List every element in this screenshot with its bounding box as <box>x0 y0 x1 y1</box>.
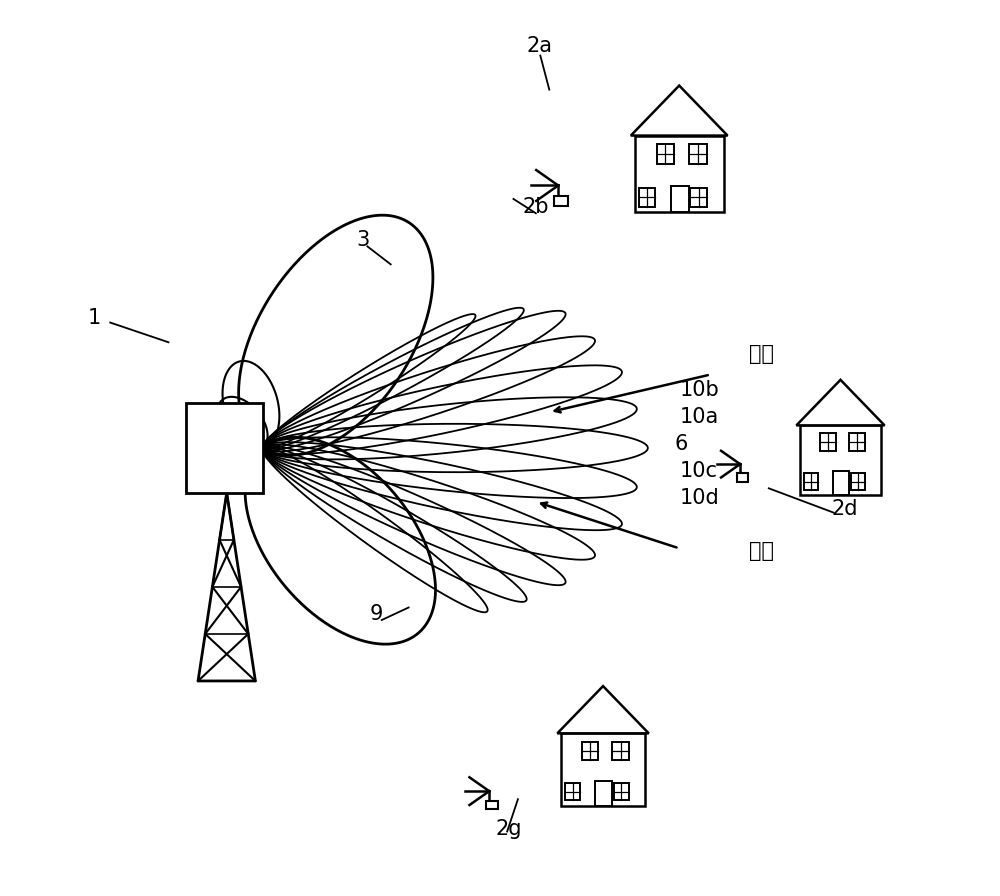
Bar <box>186 403 263 493</box>
Text: 2d: 2d <box>832 499 858 519</box>
Bar <box>820 434 836 451</box>
Bar <box>657 144 674 164</box>
Bar <box>554 196 568 205</box>
Text: 2b: 2b <box>522 197 549 217</box>
Bar <box>737 473 748 482</box>
Bar <box>565 783 580 800</box>
Bar <box>804 473 818 490</box>
Text: 噪声: 噪声 <box>749 344 774 364</box>
Bar <box>849 434 865 451</box>
Polygon shape <box>557 686 649 733</box>
Text: 1: 1 <box>88 308 101 328</box>
Polygon shape <box>796 380 885 426</box>
Bar <box>595 780 612 806</box>
Text: 噪声: 噪声 <box>749 541 774 561</box>
Bar <box>612 742 629 760</box>
Bar <box>614 783 629 800</box>
Bar <box>833 471 849 495</box>
Text: 3: 3 <box>357 230 370 250</box>
Bar <box>561 733 645 806</box>
Text: 10b: 10b <box>679 380 719 400</box>
Text: 6: 6 <box>675 434 688 453</box>
Text: 10d: 10d <box>679 487 719 507</box>
Text: 2g: 2g <box>496 819 522 839</box>
Bar <box>486 801 498 809</box>
Bar <box>639 188 655 206</box>
Bar <box>689 144 707 164</box>
Bar <box>582 742 598 760</box>
Bar <box>690 188 707 206</box>
Text: 9: 9 <box>370 604 383 624</box>
Bar <box>671 185 689 212</box>
Polygon shape <box>631 85 728 135</box>
Bar <box>800 426 881 495</box>
Text: 10c: 10c <box>679 461 717 480</box>
Text: 2a: 2a <box>527 36 553 56</box>
Bar <box>635 135 724 212</box>
Bar <box>851 473 865 490</box>
Text: 10a: 10a <box>679 407 718 426</box>
